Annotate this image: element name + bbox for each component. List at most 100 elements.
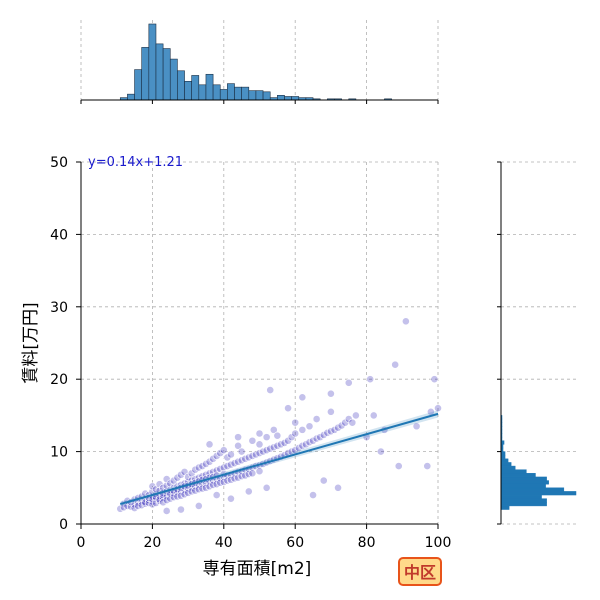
scatter-point <box>162 507 171 515</box>
scatter-points <box>116 317 442 515</box>
x-hist-bar <box>184 80 192 101</box>
x-hist-bar <box>262 91 271 101</box>
x-tick-label: 40 <box>215 535 233 551</box>
x-hist-bar <box>277 95 285 101</box>
x-tick-label: 60 <box>286 535 304 551</box>
x-hist-bar <box>291 96 300 101</box>
x-hist-bar <box>127 93 135 101</box>
y-tick-label: 40 <box>50 227 68 243</box>
y-tick-label: 0 <box>59 517 68 533</box>
x-hist-bar <box>219 89 228 101</box>
y-hist-bar <box>500 473 536 478</box>
scatter-point <box>344 378 353 387</box>
scatter-point <box>205 440 214 449</box>
x-hist-bar <box>241 86 250 101</box>
scatter-point <box>298 393 307 402</box>
x-hist-bar <box>212 84 221 101</box>
x-hist-bar <box>227 83 235 101</box>
scatter-point <box>309 491 317 499</box>
x-tick-label: 0 <box>77 535 86 551</box>
y-hist-bar <box>500 483 546 489</box>
scatter-point <box>291 418 300 427</box>
y-hist-bar <box>500 454 506 460</box>
scatter-point <box>177 505 185 514</box>
y-hist-bar <box>500 469 527 474</box>
scatter-point <box>376 447 385 456</box>
x-hist-bar <box>169 58 178 101</box>
x-hist-bar <box>234 86 242 101</box>
scatter-point <box>434 404 442 413</box>
scatter-point <box>369 411 378 420</box>
x-hist-bar <box>148 23 157 101</box>
y-marginal-histogram <box>500 415 577 510</box>
scatter-point <box>255 467 264 476</box>
scatter-point <box>255 440 264 449</box>
scatter-point <box>248 436 257 445</box>
x-hist-bar <box>162 48 171 101</box>
y-hist-bar <box>500 502 547 507</box>
y-tick-label: 30 <box>50 300 68 316</box>
scatter-point <box>326 407 335 416</box>
y-hist-bar <box>500 505 510 510</box>
y-hist-bar <box>500 462 512 467</box>
x-hist-bar <box>141 47 150 101</box>
scatter-point <box>351 411 360 420</box>
scatter-point <box>401 317 410 326</box>
scatter-point <box>194 501 203 510</box>
x-axis-label: 専有面積[m2] <box>203 559 312 579</box>
scatter-point <box>266 386 275 394</box>
x-hist-bar <box>255 90 264 101</box>
scatter-point <box>269 425 278 434</box>
scatter-point <box>298 425 307 434</box>
y-hist-bar <box>500 476 547 481</box>
scatter-point <box>234 433 242 442</box>
grid-lines <box>80 20 579 525</box>
scatter-point <box>284 404 292 413</box>
y-hist-bar <box>500 480 549 485</box>
x-tick-label: 100 <box>425 535 452 551</box>
y-tick-label: 10 <box>50 445 68 461</box>
y-hist-bar <box>500 487 565 492</box>
y-axis-label: 賃料[万円] <box>21 302 41 383</box>
scatter-point <box>262 433 271 442</box>
regression-equation: y=0.14x+1.21 <box>88 155 183 170</box>
district-badge: 中区 <box>398 557 442 586</box>
y-hist-bar <box>500 498 547 503</box>
scatter-point <box>237 447 246 456</box>
x-tick-label: 20 <box>143 535 161 551</box>
x-hist-bar <box>198 84 207 101</box>
scatter-point <box>391 360 400 369</box>
scatter-point <box>262 483 271 492</box>
x-hist-bar <box>134 69 142 101</box>
scatter-point <box>273 431 282 440</box>
y-hist-bar <box>500 465 516 470</box>
scatter-point <box>394 462 403 470</box>
y-hist-bar <box>500 451 506 456</box>
scatter-point <box>326 389 335 398</box>
scatter-point <box>412 422 421 431</box>
x-hist-bar <box>205 73 214 101</box>
x-hist-bar <box>191 75 200 101</box>
y-tick-label: 20 <box>50 372 68 388</box>
scatter-point <box>234 441 242 450</box>
scatter-point <box>423 462 432 470</box>
y-hist-bar <box>500 491 577 496</box>
scatter-point <box>366 375 375 384</box>
x-hist-bar <box>177 70 185 101</box>
y-hist-bar <box>500 458 509 463</box>
x-tick-label: 80 <box>358 535 376 551</box>
scatter-point <box>255 429 264 438</box>
scatter-point <box>348 418 357 427</box>
scatter-point <box>312 415 321 423</box>
y-hist-bar <box>500 494 542 499</box>
scatter-point <box>319 476 328 485</box>
scatter-point <box>227 494 235 503</box>
scatter-point <box>248 469 257 478</box>
x-hist-bar <box>284 96 292 101</box>
y-tick-label: 50 <box>50 155 68 171</box>
scatter-point <box>227 450 235 459</box>
scatter-point <box>305 422 314 431</box>
scatter-point <box>430 375 439 384</box>
x-marginal-histogram <box>119 23 392 101</box>
